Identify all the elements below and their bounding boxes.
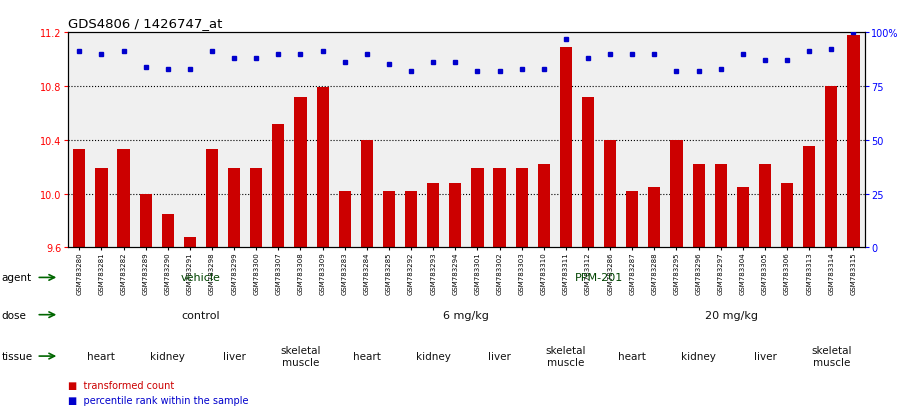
Text: ■  percentile rank within the sample: ■ percentile rank within the sample (68, 395, 248, 405)
Text: skeletal
muscle: skeletal muscle (546, 345, 586, 367)
Text: PPM-201: PPM-201 (575, 273, 623, 283)
Bar (714, 164, 727, 248)
Text: liver: liver (488, 351, 511, 361)
Bar (626, 192, 638, 248)
Bar (648, 188, 661, 248)
Text: heart: heart (618, 351, 646, 361)
Bar (781, 183, 794, 248)
Text: tissue: tissue (2, 351, 33, 361)
Bar (581, 97, 594, 248)
Text: 20 mg/kg: 20 mg/kg (705, 310, 758, 320)
Bar (272, 124, 285, 248)
Bar (139, 194, 152, 248)
Text: control: control (182, 310, 220, 320)
Bar (405, 192, 417, 248)
Bar (317, 88, 329, 248)
Bar (295, 97, 307, 248)
Bar (450, 183, 461, 248)
Text: heart: heart (87, 351, 116, 361)
Bar (825, 87, 837, 248)
Text: dose: dose (2, 310, 26, 320)
Bar (206, 150, 218, 248)
Bar (184, 237, 196, 248)
Text: liver: liver (223, 351, 246, 361)
Bar (427, 183, 440, 248)
Bar (339, 192, 351, 248)
Bar (250, 169, 262, 248)
Bar (360, 140, 373, 248)
Bar (162, 214, 174, 248)
Text: agent: agent (2, 273, 32, 283)
Bar (737, 188, 749, 248)
Bar (516, 169, 528, 248)
Text: 6 mg/kg: 6 mg/kg (443, 310, 490, 320)
Bar (560, 48, 572, 248)
Bar (804, 147, 815, 248)
Bar (538, 164, 550, 248)
Bar (228, 169, 240, 248)
Text: skeletal
muscle: skeletal muscle (280, 345, 320, 367)
Bar (383, 192, 395, 248)
Bar (471, 169, 483, 248)
Bar (671, 140, 682, 248)
Text: vehicle: vehicle (181, 273, 221, 283)
Text: kidney: kidney (416, 351, 450, 361)
Bar (604, 140, 616, 248)
Bar (96, 169, 107, 248)
Bar (493, 169, 506, 248)
Text: GDS4806 / 1426747_at: GDS4806 / 1426747_at (68, 17, 223, 29)
Bar (73, 150, 86, 248)
Bar (759, 164, 771, 248)
Bar (117, 150, 129, 248)
Bar (693, 164, 704, 248)
Text: heart: heart (353, 351, 380, 361)
Text: ■  transformed count: ■ transformed count (68, 380, 175, 390)
Text: skeletal
muscle: skeletal muscle (811, 345, 852, 367)
Text: liver: liver (753, 351, 776, 361)
Text: kidney: kidney (150, 351, 186, 361)
Bar (847, 36, 860, 248)
Text: kidney: kidney (682, 351, 716, 361)
